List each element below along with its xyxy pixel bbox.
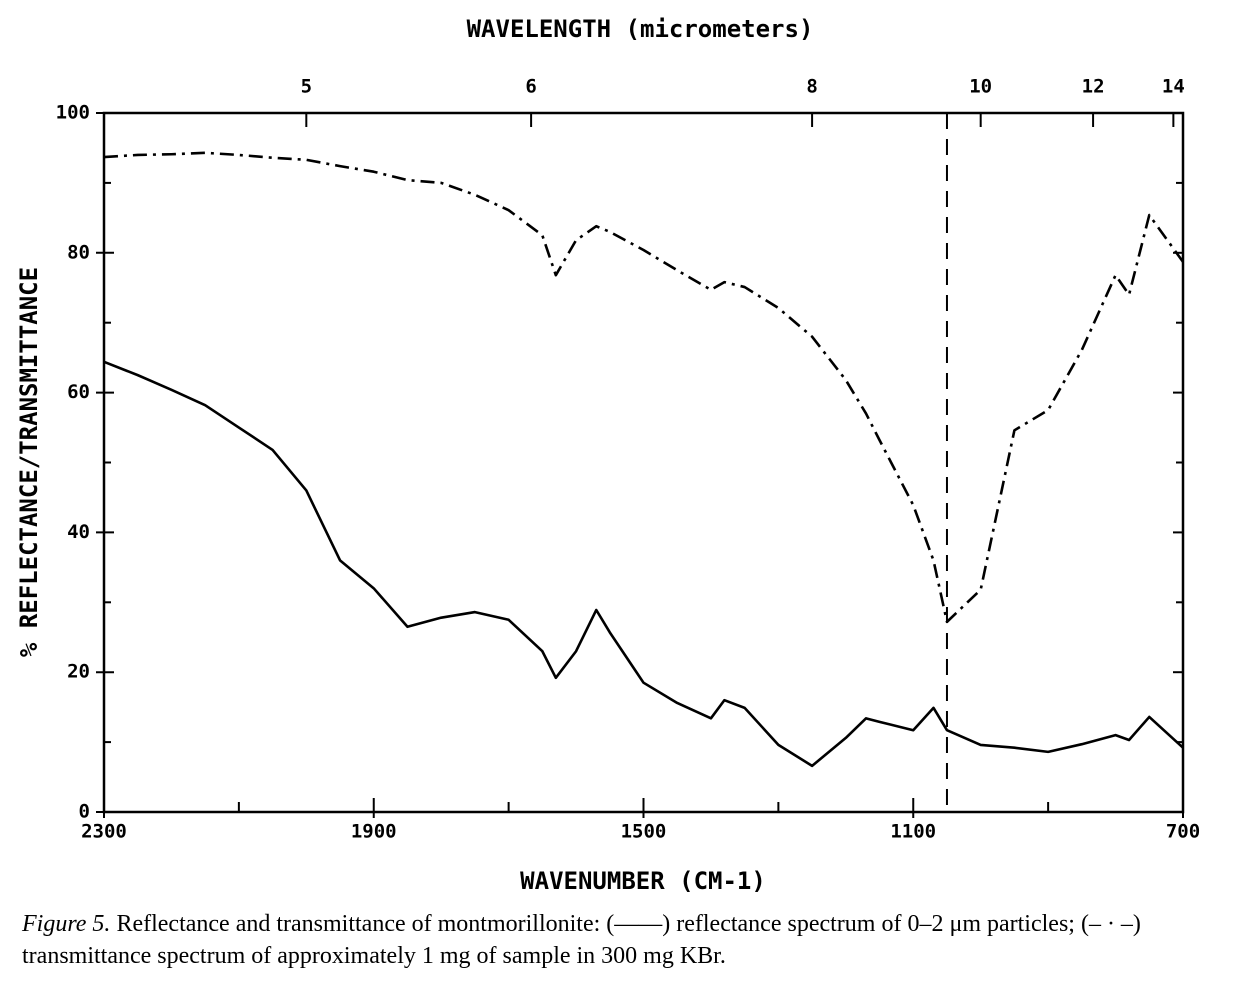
top-tick-label: 10	[969, 76, 992, 98]
top-tick-label: 12	[1082, 76, 1105, 98]
chart: WAVELENGTH (micrometers) WAVENUMBER (CM-…	[15, 15, 1200, 895]
y-tick-label: 0	[79, 801, 90, 823]
top-tick-label: 5	[301, 76, 312, 98]
x-tick-label: 1900	[351, 821, 397, 843]
x-tick-label: 2300	[81, 821, 127, 843]
plot-frame	[102, 111, 1185, 814]
top-tick-label: 14	[1162, 76, 1185, 98]
top-tick-label: 8	[806, 76, 817, 98]
top-axis-title: WAVELENGTH (micrometers)	[467, 15, 814, 43]
x-tick-label: 1100	[890, 821, 936, 843]
y-tick-label: 60	[67, 381, 90, 403]
x-axis-title: WAVENUMBER (CM-1)	[520, 867, 766, 895]
caption-text: Reflectance and transmittance of montmor…	[22, 911, 1141, 969]
series-line	[103, 151, 1185, 624]
y-tick-label: 100	[56, 102, 90, 124]
series-line	[103, 360, 1184, 768]
y-axis-title: % REFLECTANCE/TRANSMITTANCE	[15, 267, 43, 657]
y-tick-label: 40	[67, 521, 90, 543]
x-tick-label: 700	[1166, 821, 1200, 843]
x-tick-label: 1500	[621, 821, 667, 843]
y-tick-label: 20	[67, 661, 90, 683]
caption-label: Figure 5.	[22, 911, 111, 937]
top-tick-label: 6	[525, 76, 536, 98]
y-tick-label: 80	[67, 241, 90, 263]
caption: Figure 5. Reflectance and transmittance …	[22, 908, 1202, 972]
